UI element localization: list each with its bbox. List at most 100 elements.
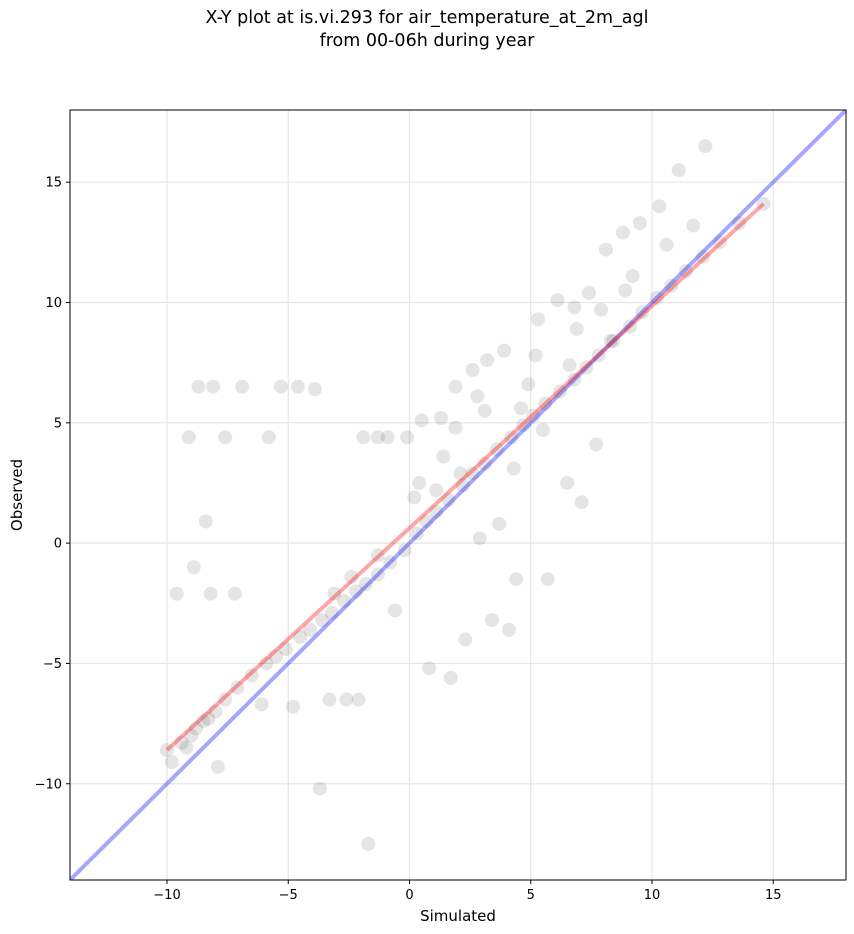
scatter-point — [307, 382, 322, 397]
scatter-point — [235, 379, 250, 394]
scatter-point — [579, 360, 594, 375]
x-tick-label: 15 — [765, 888, 782, 903]
scatter-point — [351, 692, 366, 707]
scatter-point — [443, 670, 458, 685]
scatter-point — [455, 478, 470, 493]
y-tick-label: −5 — [43, 657, 62, 672]
scatter-point — [412, 475, 427, 490]
x-tick-label: 5 — [527, 888, 535, 903]
scatter-point — [625, 269, 640, 284]
scatter-point — [349, 584, 364, 599]
scatter-point — [552, 384, 567, 399]
scatter-point — [290, 379, 305, 394]
scatter-point — [160, 743, 174, 758]
scatter-point — [198, 514, 213, 529]
scatter-point — [206, 379, 221, 394]
scatter-point — [441, 492, 456, 507]
plot-frame — [69, 109, 847, 881]
scatter-point — [370, 567, 385, 582]
scatter-point — [603, 334, 618, 348]
scatter-point — [254, 697, 269, 712]
scatter-point — [344, 569, 359, 584]
scatter-point — [594, 302, 609, 317]
scatter-point — [695, 249, 710, 264]
scatter-point — [293, 629, 308, 644]
scatter-point — [429, 483, 444, 498]
scatter-point — [453, 466, 468, 481]
scatter-point — [635, 305, 650, 320]
scatter-point — [504, 430, 519, 445]
scatter-point — [501, 622, 516, 637]
scatter-point — [380, 430, 395, 445]
scatter-point — [387, 603, 402, 618]
scatter-point — [448, 379, 463, 394]
scatter-point — [632, 216, 647, 231]
scatter-point — [261, 430, 276, 445]
scatter-point — [407, 490, 422, 505]
scatter-point — [400, 430, 415, 445]
scatter-point — [535, 423, 550, 438]
scatter-point — [210, 759, 225, 774]
x-tick-label: −5 — [279, 888, 298, 903]
scatter-point — [421, 661, 436, 676]
scatter-point — [278, 642, 293, 656]
scatter-point — [589, 437, 604, 452]
scatter-point — [339, 692, 354, 707]
scatter-point — [429, 504, 444, 519]
scatter-point — [538, 396, 553, 411]
scatter-point — [324, 605, 339, 620]
scatter-point — [383, 555, 398, 570]
scatter-point — [448, 420, 463, 435]
regression-line — [165, 202, 765, 752]
scatter-point — [567, 300, 582, 315]
scatter-point — [550, 293, 565, 308]
scatter-point — [521, 377, 536, 392]
y-tick-label: 0 — [54, 537, 62, 552]
scatter-point — [484, 613, 499, 628]
scatter-point — [337, 593, 352, 608]
y-tick-label: 10 — [45, 296, 62, 311]
scatter-point — [184, 728, 199, 743]
scatter-points — [160, 139, 771, 851]
scatter-point — [569, 321, 584, 336]
x-tick-label: 0 — [405, 888, 413, 903]
scatter-point — [186, 560, 201, 575]
scatter-point — [312, 781, 327, 796]
scatter-point — [465, 466, 480, 481]
scatter-point — [218, 692, 233, 707]
scatter-point — [196, 714, 211, 729]
scatter-point — [686, 218, 701, 233]
scatter-point — [562, 358, 577, 373]
scatter-point — [623, 319, 638, 334]
scatter-point — [419, 514, 434, 529]
scatter-point — [201, 711, 216, 726]
scatter-point — [528, 348, 543, 363]
x-tick-label: 10 — [644, 888, 661, 903]
scatter-point — [358, 577, 373, 592]
scatter-point — [514, 401, 529, 416]
scatter-point — [477, 403, 492, 418]
y-tick-label: 5 — [54, 416, 62, 431]
scatter-point — [470, 389, 485, 404]
scatter-point — [465, 362, 480, 377]
scatter-point — [591, 348, 606, 363]
y-tick-label: −10 — [35, 777, 62, 792]
scatter-point — [598, 242, 613, 257]
scatter-point — [189, 721, 204, 736]
scatter-point — [671, 163, 686, 178]
scatter-point — [327, 586, 342, 601]
scatter-point — [664, 278, 679, 293]
scatter-point — [370, 548, 385, 563]
scatter-point — [756, 196, 771, 211]
identity-line — [70, 110, 846, 880]
y-axis-label: Observed — [8, 459, 26, 531]
scatter-point — [208, 704, 223, 719]
scatter-point — [164, 755, 179, 770]
scatter-point — [472, 531, 487, 546]
scatter-point — [315, 613, 330, 628]
scatter-point — [203, 586, 218, 601]
scatter-point — [618, 283, 633, 298]
scatter-point — [361, 836, 376, 851]
scatter-point — [489, 442, 504, 457]
